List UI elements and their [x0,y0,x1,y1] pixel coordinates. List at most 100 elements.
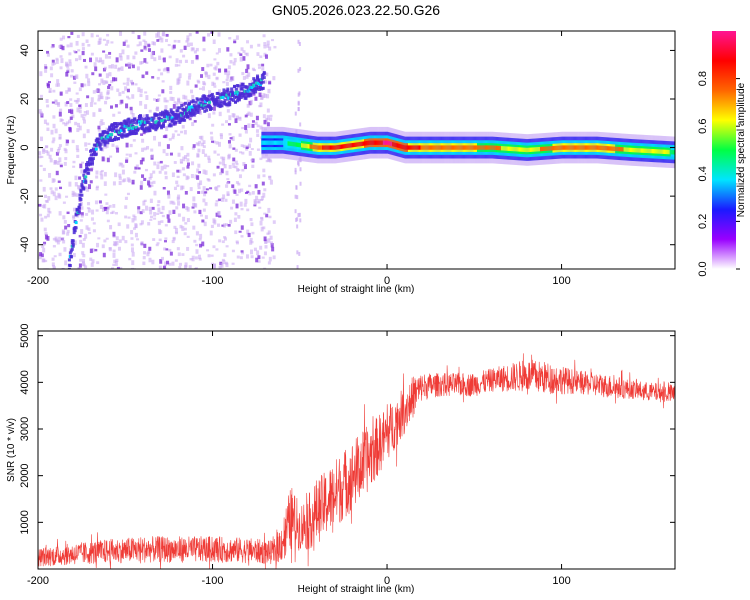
band-cell [465,145,468,150]
band-cell [278,140,280,145]
noise-cell [234,118,238,124]
band-cell [651,148,654,154]
colorbar-tick-label: 0.6 [697,119,709,134]
noise-cell [52,137,56,142]
band-cell [365,141,367,146]
ridge-cell [261,86,265,90]
noise-cell [162,135,166,138]
band-cell [392,141,394,147]
noise-cell [200,135,204,141]
ridge-cell [228,100,232,104]
band-cell [425,145,428,150]
ridge-cell [177,119,181,123]
noise-cell [148,184,152,188]
band-cell [616,146,618,152]
noise-cell [235,203,239,209]
band-cell [493,145,496,150]
band-cell [534,147,537,152]
noise-cell [66,68,70,71]
band-cell [602,145,605,151]
band-cell [312,144,315,150]
noise-cell [98,39,102,44]
noise-cell [48,172,52,178]
band-cell [296,142,299,147]
noise-cell [149,218,153,221]
ridge-cell [222,88,226,92]
ridge-cell [215,102,219,106]
band-cell [560,145,563,150]
band-cell [494,145,497,150]
band-cell [670,150,673,155]
noise-cell [229,60,233,64]
noise-cell [78,87,82,92]
noise-cell [202,48,206,52]
noise-cell [266,40,270,46]
band-cell [469,145,472,150]
noise-cell [144,104,148,109]
noise-cell [39,164,43,167]
colorbar: 0.00.20.40.60.8 Normalized spectral ampl… [697,31,747,277]
noise-cell [213,85,217,88]
noise-cell [160,220,164,223]
snr-x-axis-label: Height of straight line (km) [298,584,415,595]
noise-cell [53,62,57,65]
noise-cell [162,31,166,37]
noise-cell [52,266,56,269]
noise-cell [137,167,141,170]
noise-cell [96,261,100,265]
noise-cell [296,250,299,255]
band-cell [270,140,273,145]
noise-cell [191,255,195,259]
noise-cell [55,57,59,61]
noise-cell [173,101,177,104]
noise-cell [68,59,72,63]
noise-cell [232,157,236,162]
noise-cell [184,262,188,268]
band-cell [633,147,635,153]
band-cell [367,140,369,146]
noise-cell [216,223,220,227]
noise-cell [123,178,127,182]
noise-cell [202,208,206,212]
noise-cell [81,42,85,47]
noise-cell [75,74,79,80]
band-cell [548,146,550,151]
noise-cell [197,142,201,147]
noise-cell [269,179,273,185]
noise-cell [193,120,197,123]
noise-cell [52,191,56,197]
noise-cell [256,52,260,56]
noise-cell [235,181,239,184]
band-cell [623,147,626,152]
ridge-peak-cell [128,126,132,130]
noise-cell [238,116,242,119]
noise-cell [95,34,99,38]
ridge-cell [246,91,250,95]
noise-cell [81,50,85,56]
noise-cell [219,133,223,137]
ridge-cell [185,111,189,115]
noise-cell [261,67,265,71]
noise-cell [156,39,160,42]
ridge-cell [233,84,237,88]
band-cell [314,145,317,150]
noise-cell [140,241,144,247]
ridge-cell [77,210,81,214]
noise-cell [257,189,261,195]
noise-cell [130,247,134,253]
noise-cell [218,89,222,93]
band-cell [669,149,672,155]
ridge-peak-cell [227,96,231,100]
ridge-cell [115,122,119,126]
noise-cell [157,200,161,204]
noise-cell [297,162,300,167]
band-cell [373,140,375,145]
noise-cell [102,50,106,53]
noise-cell [130,237,134,240]
noise-cell [234,160,238,164]
noise-cell [52,265,56,268]
ridge-cell [176,109,180,113]
ridge-cell [212,98,216,102]
noise-cell [227,140,231,144]
noise-cell [108,65,112,69]
